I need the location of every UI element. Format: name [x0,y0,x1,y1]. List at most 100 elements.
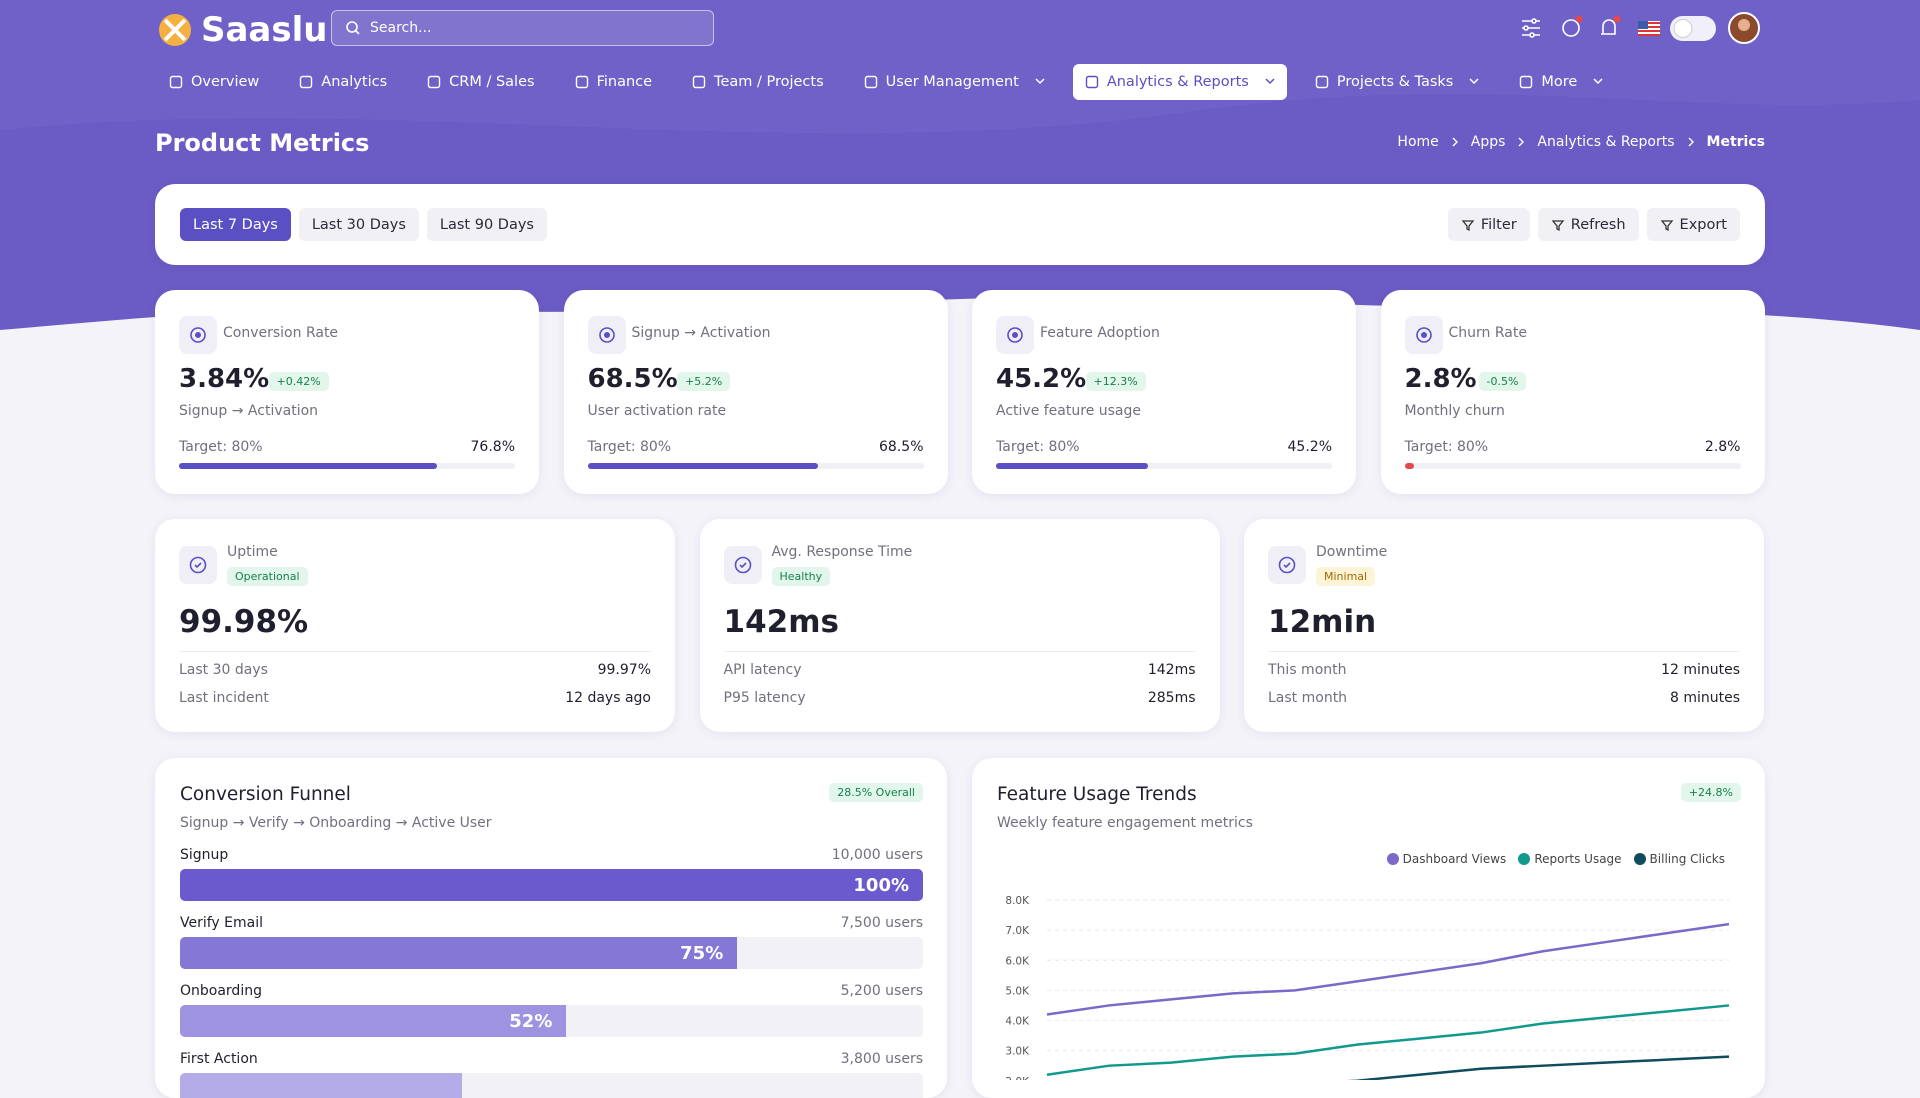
kpi-icon [996,316,1034,354]
kpi-current: 45.2% [1287,439,1332,455]
nav-icon [575,75,588,89]
kpi-current: 76.8% [470,439,515,455]
kpi-value: 3.84% [179,364,270,394]
legend: Dashboard Views Reports Usage Billing Clic… [1386,852,1725,866]
kpi-subtitle: Signup → Activation [179,403,319,419]
progress-track [179,463,515,469]
row-value: 99.97% [597,662,651,678]
search-placeholder: Search... [370,20,432,36]
status-value: 99.98% [179,604,309,640]
nav-item[interactable]: User Management [852,64,1057,100]
nav-item[interactable]: Overview [157,64,271,100]
line-chart: 2.0K 3.0K 4.0K 5.0K 6.0K 7.0K 8.0K [1005,895,1730,1080]
crumb[interactable]: Analytics & Reports [1537,134,1675,150]
kpi-current: 68.5% [879,439,924,455]
divider [1268,651,1740,652]
legend-label: Reports Usage [1534,852,1622,866]
kpi-target: Target: 80% [996,439,1080,455]
nav-label: More [1541,74,1578,90]
kpi-card: Signup → Activation 68.5% +5.2% User activa… [563,290,948,494]
crumb[interactable]: Home [1397,134,1439,150]
action-button[interactable]: Export [1646,208,1740,241]
action-label: Export [1679,216,1727,233]
crumb-separator [1687,134,1695,150]
kpi-change: +0.42% [268,372,329,391]
stage-track: 52% [180,1005,923,1037]
nav-item[interactable]: Team / Projects [680,64,836,100]
status-icon [723,546,762,584]
kpi-card: Churn Rate 2.8% -0.5% Monthly churn Target: … [1380,290,1765,494]
action-icon [1660,219,1673,231]
kpi-target: Target: 80% [179,439,263,455]
chart-title: Feature Usage Trends [997,784,1197,805]
stage-percent: 100% [853,874,909,896]
row-value: 12 minutes [1661,662,1740,678]
nav-item[interactable]: More [1507,64,1615,100]
stage-track [180,1073,923,1098]
kpi-label: Signup → Activation [631,325,771,341]
range-button[interactable]: Last 30 Days [298,208,419,241]
stage-name: Onboarding [180,983,262,999]
kpi-value: 45.2% [996,364,1087,394]
stage-users: 5,200 users [840,983,923,999]
status-value: 142ms [723,604,839,640]
nav-bar: Overview Analytics CRM / Sales Finance Team … [157,64,1615,100]
kpi-change: +12.3% [1085,372,1146,391]
kpi-label: Conversion Rate [223,325,339,341]
progress-bar [587,463,818,469]
logo[interactable]: Saaslu [157,10,327,50]
chart-card: Feature Usage Trends +24.8% Weekly featu… [972,758,1765,1098]
action-icon [1551,219,1565,231]
stage-bar: 75% [180,937,738,969]
header-background [0,0,1920,330]
nav-label: Analytics [321,74,388,90]
nav-item[interactable]: CRM / Sales [415,64,546,100]
nav-label: Analytics & Reports [1106,74,1249,90]
nav-item[interactable]: Analytics [287,64,399,100]
kpi-label: Churn Rate [1448,325,1527,341]
progress-bar [179,463,438,469]
nav-item[interactable]: Projects & Tasks [1303,64,1492,100]
chevron [1593,78,1603,85]
kpi-label: Feature Adoption [1040,325,1160,341]
action-button[interactable]: Refresh [1537,208,1639,241]
stage-percent: 75% [680,942,724,964]
kpi-card: Conversion Rate 3.84% +0.42% Signup → Activ… [155,290,539,494]
kpi-target: Target: 80% [1404,439,1489,455]
status-badge: Minimal [1316,567,1376,586]
kpi-subtitle: Active feature usage [996,403,1141,419]
status-card: Avg. Response Time Healthy 142ms API latenc… [699,519,1220,732]
kpi-icon [587,316,626,354]
status-value: 12min [1268,604,1377,640]
legend-item: Reports Usage [1518,852,1622,866]
status-badge: Operational [227,567,308,586]
nav-label: Overview [191,74,260,90]
range-button[interactable]: Last 7 Days [180,208,291,241]
stage-track: 75% [180,937,923,969]
breadcrumb: Home Apps Analytics & Reports Metrics [1397,134,1765,150]
nav-item[interactable]: Analytics & Reports [1072,64,1287,100]
y-tick-label: 8.0K [1005,895,1030,907]
kpi-icon [179,316,217,354]
status-icon [1268,546,1306,584]
legend-swatch [1633,853,1646,865]
row-label: Last incident [179,690,269,706]
series-line [1046,922,1730,1016]
divider [179,651,651,652]
status-card: Downtime Minimal 12min This month 12 minutes… [1244,519,1764,732]
series-line [1346,1055,1730,1080]
nav-item[interactable]: Finance [563,64,664,100]
status-card: Uptime Operational 99.98% Last 30 days 99.97… [155,519,675,732]
range-button[interactable]: Last 90 Days [426,208,547,241]
row-label: API latency [723,662,802,678]
legend-swatch [1518,853,1531,865]
chevron [1469,78,1479,85]
crumb[interactable]: Apps [1470,134,1506,150]
search-box[interactable]: Search... [331,10,714,46]
stage-name: Signup [180,847,229,863]
nav-icon [1520,75,1533,89]
action-button[interactable]: Filter [1447,208,1530,241]
logo-text: Saaslu [201,10,328,50]
nav-label: CRM / Sales [449,74,535,90]
row-label: P95 latency [723,690,806,706]
